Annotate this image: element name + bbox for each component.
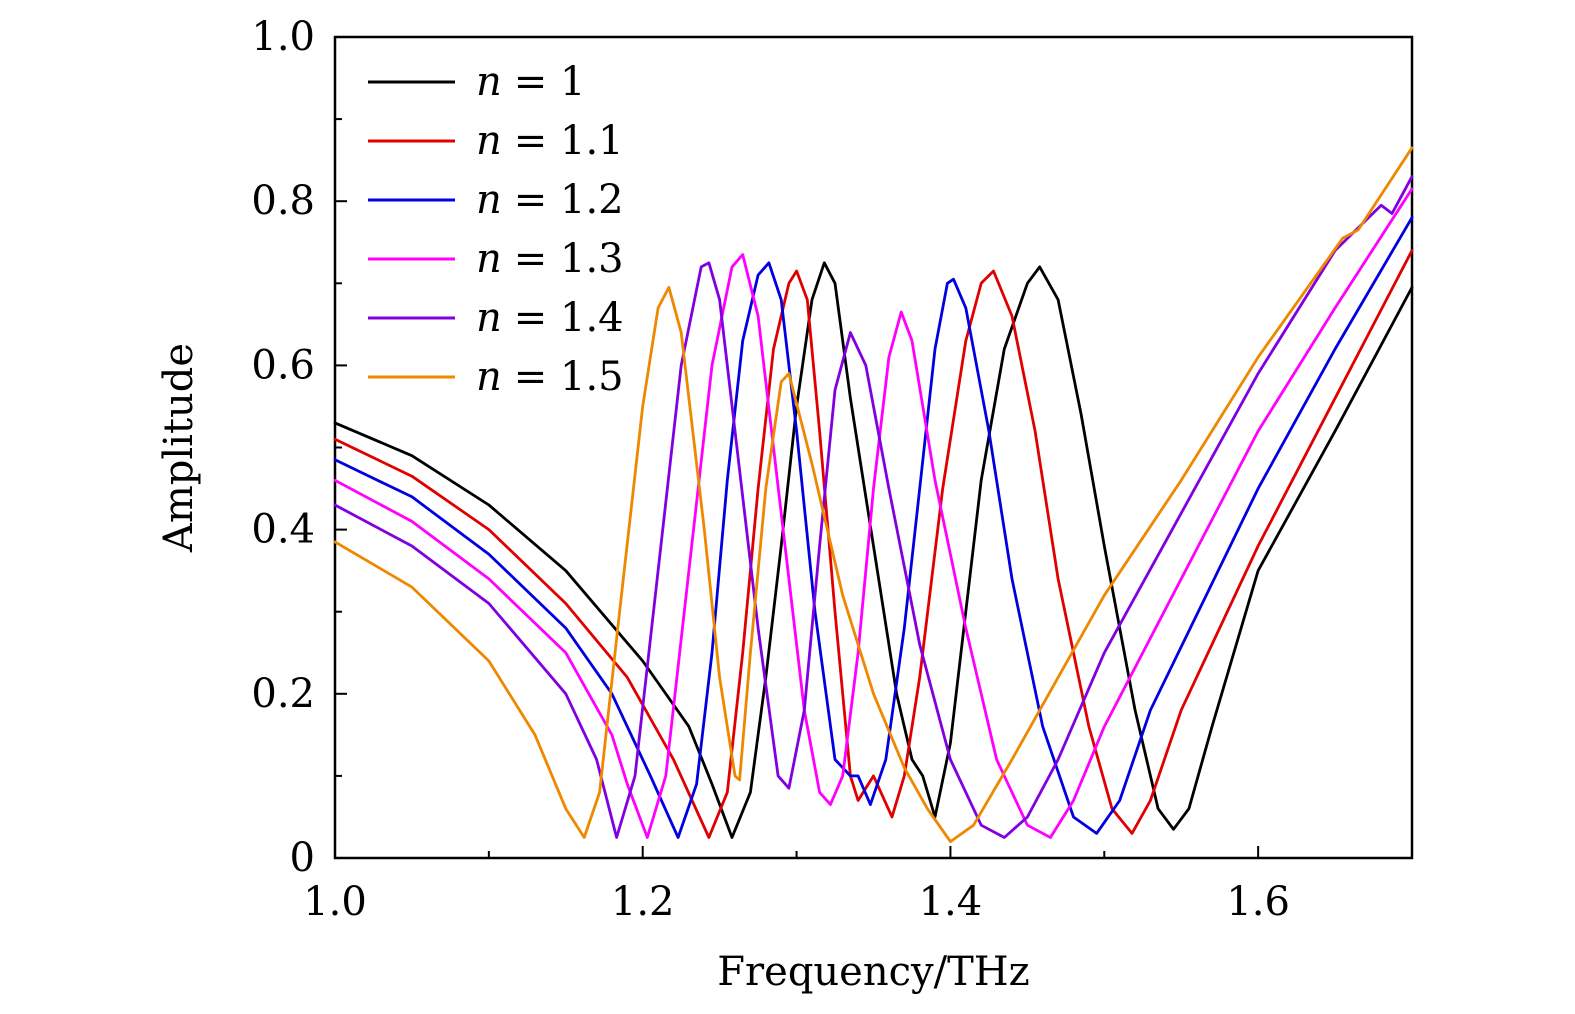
series-line-6	[333, 146, 1414, 843]
x-tick-label: 1.0	[303, 879, 367, 925]
x-tick-label: 1.6	[1226, 879, 1290, 925]
legend-label: n = 1.1	[476, 118, 624, 164]
x-tick-label: 1.4	[919, 879, 983, 925]
series-line-3	[333, 216, 1414, 839]
y-tick-label: 0.4	[251, 507, 315, 553]
y-tick-label: 0.6	[251, 342, 315, 388]
y-tick-label: 0	[290, 835, 315, 881]
series-line-5	[333, 175, 1414, 839]
series-lines	[333, 146, 1414, 843]
legend-label: n = 1.4	[476, 295, 624, 341]
x-axis-title: Frequency/THz	[717, 949, 1029, 995]
axes: 1.0 1.2 1.4 1.6 0 0.2 0.4 0.6 0.8 1.0	[251, 14, 1414, 925]
series-line-4	[333, 187, 1414, 839]
legend-label: n = 1.5	[476, 354, 624, 400]
series-line-1	[333, 261, 1414, 839]
y-tick-label: 0.8	[251, 178, 315, 224]
y-tick-label: 0.2	[251, 671, 315, 717]
y-axis-title: Amplitude	[156, 343, 202, 553]
legend-label: n = 1.2	[476, 177, 624, 223]
y-tick-label: 1.0	[251, 14, 315, 60]
legend-label: n = 1	[476, 59, 585, 105]
series-line-2	[333, 249, 1414, 839]
legend-label: n = 1.3	[476, 236, 624, 282]
x-tick-label: 1.2	[611, 879, 675, 925]
legend: n = 1 n = 1.1 n = 1.2 n = 1.3 n = 1.4 n = 1.5	[368, 59, 624, 400]
